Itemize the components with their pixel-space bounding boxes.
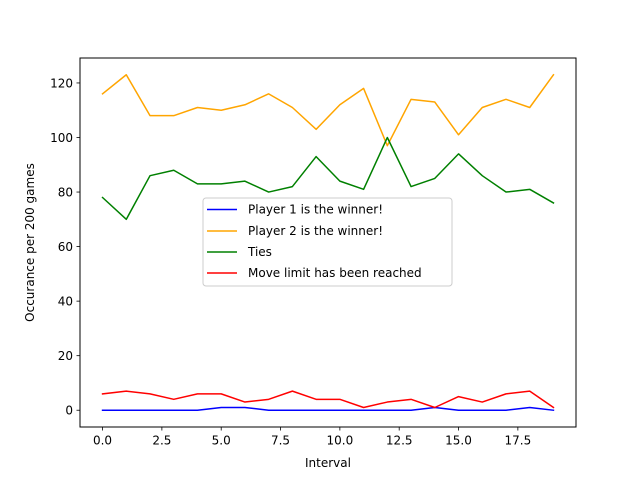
x-tick-label: 12.5 [386,434,413,448]
legend-label-player1: Player 1 is the winner! [248,203,383,217]
x-tick-label: 7.5 [271,434,290,448]
y-tick-label: 40 [58,294,73,308]
series-line-4 [101,390,555,409]
legend-box [202,197,453,287]
x-tick-label: 2.5 [152,434,171,448]
x-tick-label: 17.5 [504,434,531,448]
x-axis-label: Interval [305,456,351,470]
x-tick-label: 15.0 [445,434,472,448]
x-axis-ticks: 0.0 2.5 5.0 7.5 10.0 12.5 15.0 17.5 [93,427,531,448]
y-tick-label: 60 [58,240,73,254]
y-tick-label: 120 [50,76,73,90]
y-tick-label: 100 [50,131,73,145]
y-axis-ticks: 0 20 40 60 80 100 120 [50,76,80,418]
y-tick-label: 0 [65,404,73,418]
series-line-3 [101,136,555,221]
y-tick-label: 80 [58,185,73,199]
x-tick-label: 5.0 [212,434,231,448]
series-line-1 [101,406,555,412]
legend-label-player2: Player 2 is the winner! [248,224,383,238]
series-layer [101,73,555,412]
legend-label-move-limit: Move limit has been reached [248,266,422,280]
x-tick-label: 10.0 [327,434,354,448]
y-tick-label: 20 [58,349,73,363]
series-line-2 [101,73,555,147]
plot-frame [79,57,577,428]
legend: Player 1 is the winner! Player 2 is the … [202,197,453,287]
x-tick-label: 0.0 [93,434,112,448]
legend-label-ties: Ties [247,245,272,259]
y-axis-label: Occurance per 200 games [23,163,37,322]
